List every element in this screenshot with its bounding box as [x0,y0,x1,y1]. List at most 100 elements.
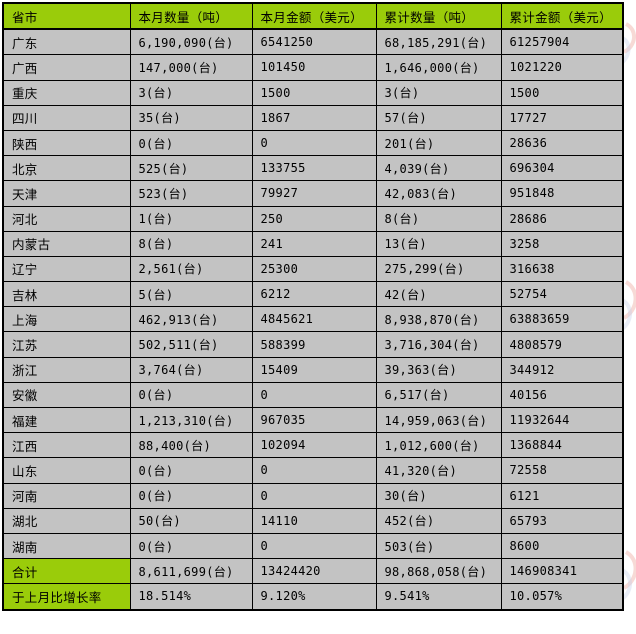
row-label-cell: 山东 [2,457,131,484]
table-row: 河北 1(台) 250 8(台) 28686 [2,205,624,232]
value-cell: 57(台) [375,104,502,131]
value-cell: 79927 [251,180,377,207]
value-cell: 13(台) [375,230,502,257]
value-cell: 523(台) [129,180,253,207]
value-cell: 63883659 [500,306,624,333]
header-row: 省市 本月数量（吨） 本月金额（美元） 累计数量（吨） 累计金额（美元） [2,2,624,31]
value-cell: 0 [251,381,377,409]
value-cell: 1,213,310(台) [129,406,253,434]
value-cell: 967035 [251,406,377,434]
value-cell: 25300 [251,255,377,283]
table-row: 四川 35(台) 1867 57(台) 17727 [2,104,624,131]
value-cell: 525(台) [129,155,253,182]
value-cell: 0(台) [129,457,253,484]
value-cell: 0(台) [129,381,253,409]
value-cell: 1500 [251,79,377,106]
value-cell: 588399 [251,331,377,358]
value-cell: 1,646,000(台) [375,54,502,81]
value-cell: 10.057% [500,583,624,610]
table-row: 天津 523(台) 79927 42,083(台) 951848 [2,180,624,207]
value-cell: 502,511(台) [129,331,253,358]
value-cell: 1021220 [500,54,624,81]
value-cell: 241 [251,230,377,257]
value-cell: 101450 [251,54,377,81]
column-header-province: 省市 [2,2,131,31]
table-header: 省市 本月数量（吨） 本月金额（美元） 累计数量（吨） 累计金额（美元） [2,2,624,31]
value-cell: 6212 [251,281,377,308]
value-cell: 8,611,699(台) [129,558,253,585]
value-cell: 147,000(台) [129,54,253,81]
row-label-cell: 重庆 [2,79,131,106]
value-cell: 0 [251,482,377,509]
value-cell: 250 [251,205,377,232]
statistics-table: 省市 本月数量（吨） 本月金额（美元） 累计数量（吨） 累计金额（美元） 广东 6… [2,2,624,611]
table-row: 山东 0(台) 0 41,320(台) 72558 [2,457,624,484]
table-row: 重庆 3(台) 1500 3(台) 1500 [2,79,624,106]
value-cell: 6541250 [251,28,377,56]
table-row: 河南 0(台) 0 30(台) 6121 [2,482,624,509]
table-footer-row: 于上月比增长率 18.514% 9.120% 9.541% 10.057% [2,583,624,610]
value-cell: 11932644 [500,406,624,434]
value-cell: 696304 [500,155,624,182]
value-cell: 9.120% [251,583,377,610]
value-cell: 503(台) [375,532,502,560]
table-row: 湖南 0(台) 0 503(台) 8600 [2,532,624,560]
value-cell: 3(台) [129,79,253,106]
row-label-cell: 于上月比增长率 [2,583,131,610]
table-row: 上海 462,913(台) 4845621 8,938,870(台) 63883659 [2,306,624,333]
value-cell: 4808579 [500,331,624,358]
value-cell: 42(台) [375,281,502,308]
row-label-cell: 福建 [2,406,131,434]
table-row: 广东 6,190,090(台) 6541250 68,185,291(台) 612579… [2,28,624,56]
value-cell: 4,039(台) [375,155,502,182]
value-cell: 14,959,063(台) [375,406,502,434]
value-cell: 8(台) [129,230,253,257]
table-footer-row: 合计 8,611,699(台) 13424420 98,868,058(台) 14690… [2,558,624,585]
value-cell: 344912 [500,356,624,383]
row-label-cell: 湖南 [2,532,131,560]
table-row: 北京 525(台) 133755 4,039(台) 696304 [2,155,624,182]
value-cell: 98,868,058(台) [375,558,502,585]
value-cell: 316638 [500,255,624,283]
value-cell: 8600 [500,532,624,560]
value-cell: 9.541% [375,583,502,610]
value-cell: 951848 [500,180,624,207]
value-cell: 1867 [251,104,377,131]
value-cell: 3,764(台) [129,356,253,383]
value-cell: 102094 [251,432,377,459]
table-row: 江苏 502,511(台) 588399 3,716,304(台) 4808579 [2,331,624,358]
value-cell: 40156 [500,381,624,409]
value-cell: 0 [251,457,377,484]
table-row: 陕西 0(台) 0 201(台) 28636 [2,129,624,157]
table-row: 湖北 50(台) 14110 452(台) 65793 [2,507,624,534]
table-row: 安徽 0(台) 0 6,517(台) 40156 [2,381,624,409]
value-cell: 4845621 [251,306,377,333]
table-row: 福建 1,213,310(台) 967035 14,959,063(台) 1193264… [2,406,624,434]
value-cell: 1,012,600(台) [375,432,502,459]
column-header-cumulative-amount: 累计金额（美元） [500,2,624,31]
table-row: 江西 88,400(台) 102094 1,012,600(台) 1368844 [2,432,624,459]
row-label-cell: 河南 [2,482,131,509]
value-cell: 42,083(台) [375,180,502,207]
row-label-cell: 浙江 [2,356,131,383]
value-cell: 61257904 [500,28,624,56]
column-header-month-amount: 本月金额（美元） [251,2,377,31]
value-cell: 5(台) [129,281,253,308]
value-cell: 50(台) [129,507,253,534]
value-cell: 0 [251,129,377,157]
value-cell: 6,190,090(台) [129,28,253,56]
row-label-cell: 合计 [2,558,131,585]
value-cell: 462,913(台) [129,306,253,333]
value-cell: 17727 [500,104,624,131]
value-cell: 275,299(台) [375,255,502,283]
column-header-month-quantity: 本月数量（吨） [129,2,253,31]
value-cell: 30(台) [375,482,502,509]
value-cell: 2,561(台) [129,255,253,283]
row-label-cell: 吉林 [2,281,131,308]
value-cell: 88,400(台) [129,432,253,459]
value-cell: 28686 [500,205,624,232]
table-body: 广东 6,190,090(台) 6541250 68,185,291(台) 612579… [2,28,624,610]
table-row: 吉林 5(台) 6212 42(台) 52754 [2,281,624,308]
row-label-cell: 河北 [2,205,131,232]
